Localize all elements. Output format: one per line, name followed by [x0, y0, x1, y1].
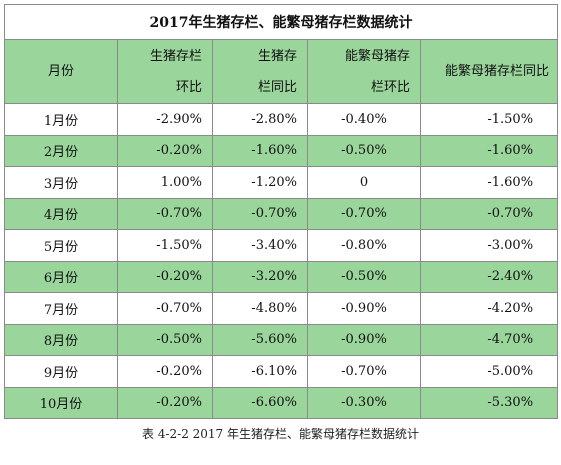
header-hog-mom-line1: 生猪存栏	[149, 48, 202, 64]
cell-month: 8月份	[4, 323, 118, 356]
cell-sow-mom: -0.40%	[307, 103, 421, 136]
cell-hog-yoy: -1.60%	[212, 134, 308, 167]
header-hog-mom: 生猪存栏 环比	[117, 39, 213, 104]
cell-sow-yoy: -1.60%	[419, 166, 559, 199]
table-row: 3月份 1.00% -1.20% 0 -1.60%	[4, 166, 559, 199]
header-hog-yoy-line1: 生猪存	[257, 48, 297, 64]
cell-sow-yoy: -4.70%	[419, 323, 559, 356]
cell-sow-mom: -0.90%	[307, 292, 421, 325]
cell-sow-yoy: -5.00%	[419, 355, 559, 388]
cell-sow-yoy: -2.40%	[419, 260, 559, 293]
table-row: 7月份 -0.70% -4.80% -0.90% -4.20%	[4, 292, 559, 325]
cell-hog-mom: -0.70%	[117, 292, 213, 325]
cell-month: 2月份	[4, 134, 118, 167]
cell-hog-mom: -0.20%	[117, 355, 213, 388]
cell-month: 4月份	[4, 197, 118, 230]
cell-sow-mom: -0.70%	[307, 355, 421, 388]
table-row: 10月份 -0.20% -6.60% -0.30% -5.30%	[4, 386, 559, 419]
cell-sow-mom: -0.80%	[307, 229, 421, 262]
table-row: 5月份 -1.50% -3.40% -0.80% -3.00%	[4, 229, 559, 262]
cell-hog-yoy: -5.60%	[212, 323, 308, 356]
cell-sow-mom: -0.50%	[307, 260, 421, 293]
document: 2017年生猪存栏、能繁母猪存栏数据统计 月份 生猪存栏 环比 生猪存 栏同比 …	[3, 4, 559, 442]
cell-sow-mom: -0.70%	[307, 197, 421, 230]
cell-sow-mom: -0.50%	[307, 134, 421, 167]
cell-month: 6月份	[4, 260, 118, 293]
cell-hog-yoy: -6.60%	[212, 386, 308, 419]
cell-hog-mom: 1.00%	[117, 166, 213, 199]
header-sow-mom-line2: 栏环比	[370, 79, 410, 95]
cell-hog-yoy: -2.80%	[212, 103, 308, 136]
cell-sow-mom: 0	[307, 166, 421, 199]
table-title-row: 2017年生猪存栏、能繁母猪存栏数据统计	[3, 4, 559, 40]
cell-hog-mom: -0.20%	[117, 386, 213, 419]
table-row: 4月份 -0.70% -0.70% -0.70% -0.70%	[4, 197, 559, 230]
cell-sow-yoy: -0.70%	[419, 197, 559, 230]
table-title: 2017年生猪存栏、能繁母猪存栏数据统计	[3, 4, 559, 40]
table-body: 1月份 -2.90% -2.80% -0.40% -1.50% 2月份 -0.2…	[4, 103, 559, 419]
cell-sow-yoy: -1.50%	[419, 103, 559, 136]
cell-month: 3月份	[4, 166, 118, 199]
cell-month: 9月份	[4, 355, 118, 388]
header-month-text: 月份	[47, 64, 74, 79]
cell-sow-yoy: -1.60%	[419, 134, 559, 167]
cell-hog-mom: -0.50%	[117, 323, 213, 356]
cell-sow-mom: -0.30%	[307, 386, 421, 419]
cell-hog-mom: -0.20%	[117, 260, 213, 293]
cell-sow-mom: -0.90%	[307, 323, 421, 356]
cell-month: 10月份	[4, 386, 118, 419]
header-sow-yoy: 能繁母猪存栏同比	[419, 39, 559, 104]
table-row: 1月份 -2.90% -2.80% -0.40% -1.50%	[4, 103, 559, 136]
cell-hog-mom: -2.90%	[117, 103, 213, 136]
cell-hog-yoy: -4.80%	[212, 292, 308, 325]
table-row: 6月份 -0.20% -3.20% -0.50% -2.40%	[4, 260, 559, 293]
cell-hog-mom: -0.20%	[117, 134, 213, 167]
table-row: 2月份 -0.20% -1.60% -0.50% -1.60%	[4, 134, 559, 167]
header-row: 月份 生猪存栏 环比 生猪存 栏同比 能繁母猪存 栏环比 能繁母猪存栏同比	[4, 39, 559, 104]
cell-month: 1月份	[4, 103, 118, 136]
header-hog-yoy-line2: 栏同比	[257, 79, 297, 95]
header-sow-yoy-text: 能繁母猪存栏同比	[445, 64, 550, 79]
cell-month: 7月份	[4, 292, 118, 325]
cell-hog-mom: -1.50%	[117, 229, 213, 262]
cell-hog-yoy: -3.40%	[212, 229, 308, 262]
cell-hog-yoy: -6.10%	[212, 355, 308, 388]
cell-sow-yoy: -5.30%	[419, 386, 559, 419]
header-month: 月份	[4, 39, 118, 104]
table-row: 9月份 -0.20% -6.10% -0.70% -5.00%	[4, 355, 559, 388]
header-hog-yoy: 生猪存 栏同比	[212, 39, 308, 104]
cell-sow-yoy: -3.00%	[419, 229, 559, 262]
cell-hog-yoy: -3.20%	[212, 260, 308, 293]
cell-month: 5月份	[4, 229, 118, 262]
cell-hog-yoy: -1.20%	[212, 166, 308, 199]
header-sow-mom: 能繁母猪存 栏环比	[307, 39, 421, 104]
cell-hog-yoy: -0.70%	[212, 197, 308, 230]
cell-hog-mom: -0.70%	[117, 197, 213, 230]
table-caption: 表 4-2-2 2017 年生猪存栏、能繁母猪存栏数据统计	[142, 427, 419, 441]
cell-sow-yoy: -4.20%	[419, 292, 559, 325]
header-sow-mom-line1: 能繁母猪存	[344, 48, 410, 64]
table-row: 8月份 -0.50% -5.60% -0.90% -4.70%	[4, 323, 559, 356]
header-hog-mom-line2: 环比	[175, 79, 202, 95]
data-table: 2017年生猪存栏、能繁母猪存栏数据统计 月份 生猪存栏 环比 生猪存 栏同比 …	[3, 4, 559, 419]
